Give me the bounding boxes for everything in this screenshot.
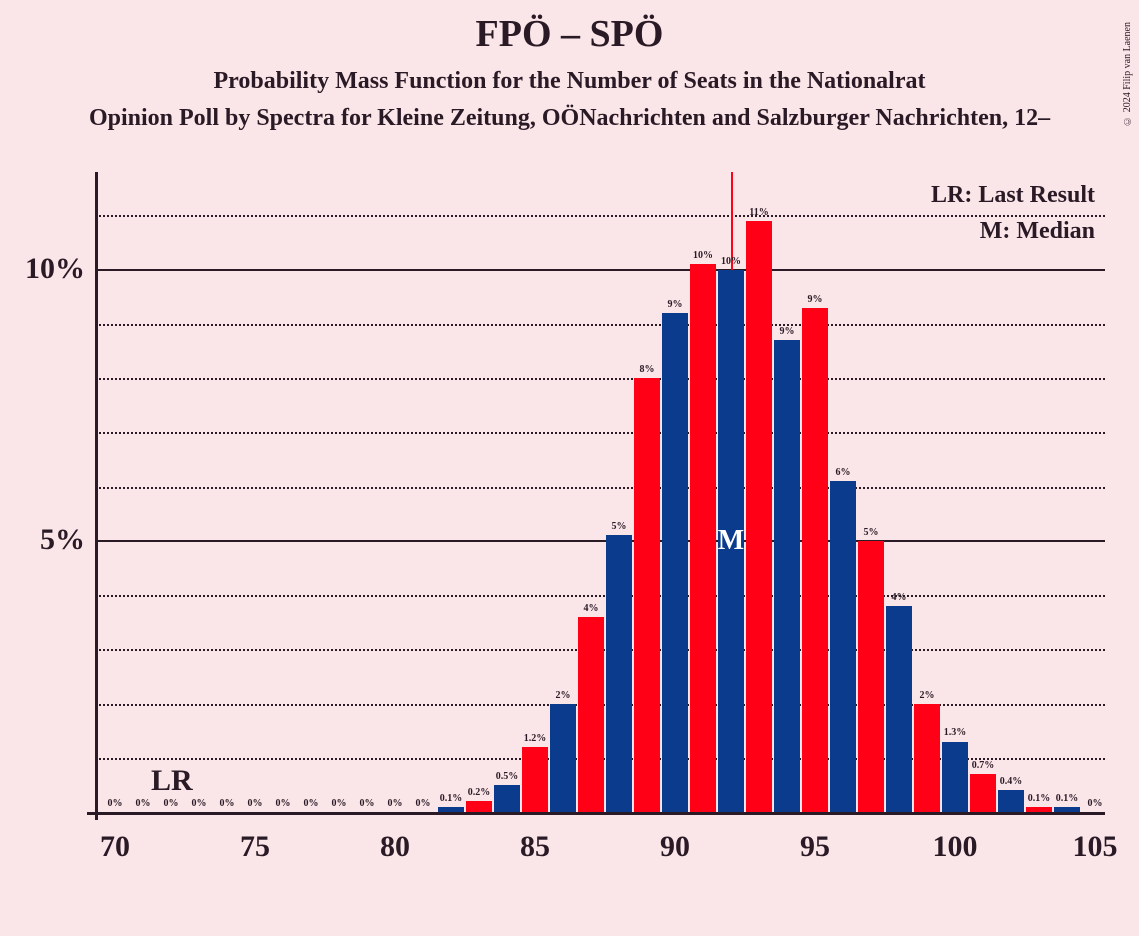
x-tick-label: 80 (380, 830, 410, 864)
bar-value-label: 5% (864, 527, 879, 538)
legend-lr: LR: Last Result (931, 177, 1095, 213)
bar-value-label: 4% (892, 592, 907, 603)
histogram-bar (886, 606, 912, 812)
histogram-bar (662, 313, 688, 812)
bar-value-label: 0% (108, 798, 123, 809)
histogram-bar (970, 774, 996, 812)
bar-value-label: 0% (220, 798, 235, 809)
histogram-bar (578, 617, 604, 812)
bar-value-label: 1.3% (944, 727, 967, 738)
minor-gridline (95, 487, 1105, 489)
x-tick-label: 90 (660, 830, 690, 864)
bar-value-label: 0% (276, 798, 291, 809)
bar-value-label: 0% (1088, 798, 1103, 809)
chart-subtitle-2: Opinion Poll by Spectra for Kleine Zeitu… (0, 105, 1139, 132)
legend: LR: Last Result M: Median (931, 177, 1095, 249)
minor-gridline (95, 378, 1105, 380)
bar-value-label: 9% (668, 299, 683, 310)
histogram-bar (606, 535, 632, 812)
histogram-bar (1054, 807, 1080, 812)
histogram-bar (1026, 807, 1052, 812)
bar-value-label: 0.7% (972, 760, 995, 771)
histogram-bar (914, 704, 940, 812)
histogram-bar (690, 264, 716, 812)
chart-title: FPÖ – SPÖ (0, 12, 1139, 56)
bar-value-label: 10% (693, 250, 713, 261)
x-tick-label: 75 (240, 830, 270, 864)
bar-value-label: 8% (640, 364, 655, 375)
y-tick-label: 5% (5, 523, 85, 557)
histogram-bar (858, 541, 884, 812)
y-tick-label: 10% (5, 252, 85, 286)
histogram-bar (438, 807, 464, 812)
chart-plot-area: 5% 10% 0% 0% 0% 0% 0% 0% 0% 0% 0% 0% 0% 0% 0.1% 0.2% 0.5… (95, 172, 1105, 852)
histogram-bar (466, 801, 492, 812)
bar-value-label: 0% (248, 798, 263, 809)
bar-value-label: 1.2% (524, 733, 547, 744)
major-gridline (95, 269, 1105, 271)
histogram-bar (522, 747, 548, 812)
bar-value-label: 0% (192, 798, 207, 809)
x-tick-label: 95 (800, 830, 830, 864)
x-axis (87, 812, 1105, 815)
bar-value-label: 2% (556, 690, 571, 701)
major-gridline (95, 540, 1105, 542)
bar-value-label: 0% (164, 798, 179, 809)
bar-value-label: 11% (749, 207, 768, 218)
bar-value-label: 0% (416, 798, 431, 809)
bar-value-label: 0.5% (496, 771, 519, 782)
histogram-bar (802, 308, 828, 812)
bar-value-label: 0% (360, 798, 375, 809)
histogram-bar (634, 378, 660, 812)
bar-value-label: 0.1% (1056, 793, 1079, 804)
bar-value-label: 5% (612, 521, 627, 532)
y-axis (95, 172, 98, 820)
bar-value-label: 0.1% (1028, 793, 1051, 804)
bar-value-label: 9% (780, 326, 795, 337)
copyright-text: © 2024 Filip van Laenen (1122, 22, 1133, 126)
x-tick-label: 70 (100, 830, 130, 864)
median-marker: M (718, 525, 744, 557)
bar-value-label: 0% (388, 798, 403, 809)
x-tick-label: 100 (933, 830, 978, 864)
histogram-bar (774, 340, 800, 812)
chart-subtitle-1: Probability Mass Function for the Number… (0, 68, 1139, 95)
bar-value-label: 10% (721, 256, 741, 267)
bar-value-label: 0% (136, 798, 151, 809)
minor-gridline (95, 595, 1105, 597)
histogram-bar (494, 785, 520, 812)
histogram-bar (550, 704, 576, 812)
x-tick-label: 85 (520, 830, 550, 864)
histogram-bar (830, 481, 856, 812)
lr-marker: LR (151, 764, 193, 798)
bar-value-label: 0% (304, 798, 319, 809)
x-tick-label: 105 (1073, 830, 1118, 864)
bar-value-label: 0.2% (468, 787, 491, 798)
bar-value-label: 4% (584, 603, 599, 614)
histogram-bar (998, 790, 1024, 812)
histogram-bar (746, 221, 772, 812)
histogram-bar (942, 742, 968, 813)
bar-value-label: 9% (808, 294, 823, 305)
bar-value-label: 0.1% (440, 793, 463, 804)
legend-m: M: Median (931, 213, 1095, 249)
bar-value-label: 0% (332, 798, 347, 809)
bar-value-label: 0.4% (1000, 776, 1023, 787)
bar-value-label: 2% (920, 690, 935, 701)
bar-value-label: 6% (836, 467, 851, 478)
minor-gridline (95, 324, 1105, 326)
minor-gridline (95, 432, 1105, 434)
